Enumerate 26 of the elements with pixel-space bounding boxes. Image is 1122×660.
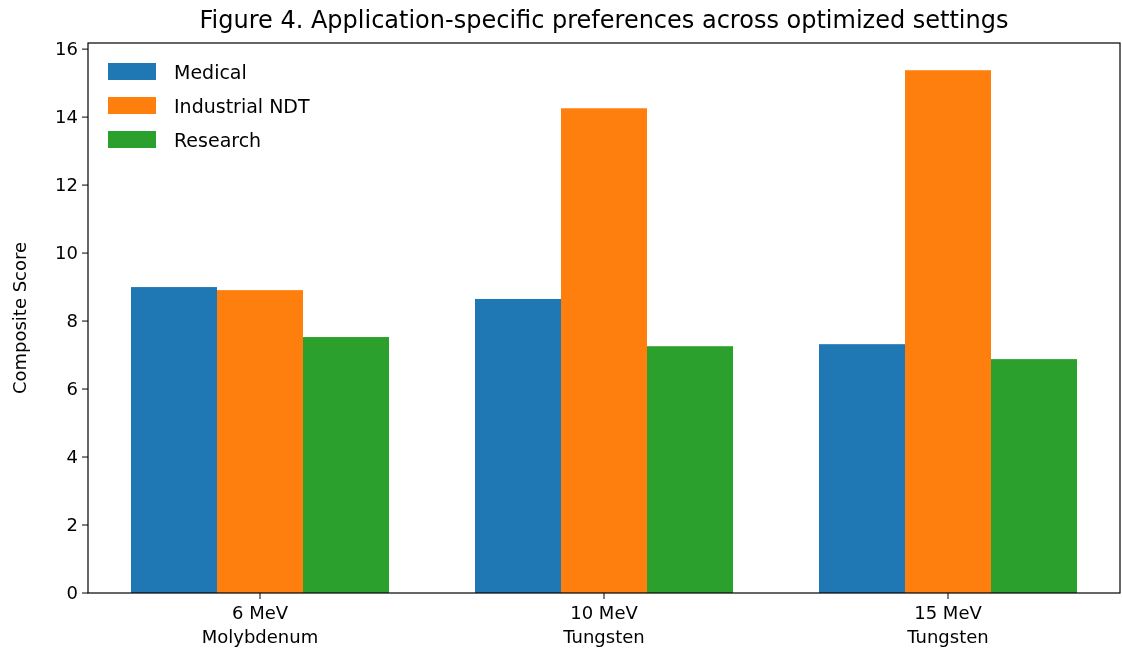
y-tick-label: 10 [55,242,78,264]
y-tick-label: 0 [66,582,78,604]
y-tick-label: 2 [66,514,78,536]
chart-title: Figure 4. Application-specific preferences across optimized settings [199,6,1009,34]
bar [991,359,1077,593]
y-axis-title: Composite Score [9,241,30,395]
y-tick-label: 14 [55,106,78,128]
bar [303,337,389,593]
legend-label: Research [174,128,262,151]
bar [819,344,905,593]
legend-label: Medical [174,60,247,83]
bar [475,298,561,593]
y-tick-label: 8 [66,310,78,332]
y-tick-label: 4 [66,446,78,468]
bar [905,70,991,593]
x-tick-label: 10 MeV Tungsten [562,602,645,647]
bar [561,108,647,593]
y-tick-label: 12 [55,174,78,196]
y-tick-label: 6 [66,378,78,400]
x-tick-label: 6 MeV Molybdenum [201,602,319,647]
bar [217,290,303,593]
x-tick-label: 15 MeV Tungsten [906,602,989,647]
legend-label: Industrial NDT [174,94,310,117]
bar [647,346,733,593]
bar [131,287,217,593]
y-tick-label: 16 [55,38,78,60]
